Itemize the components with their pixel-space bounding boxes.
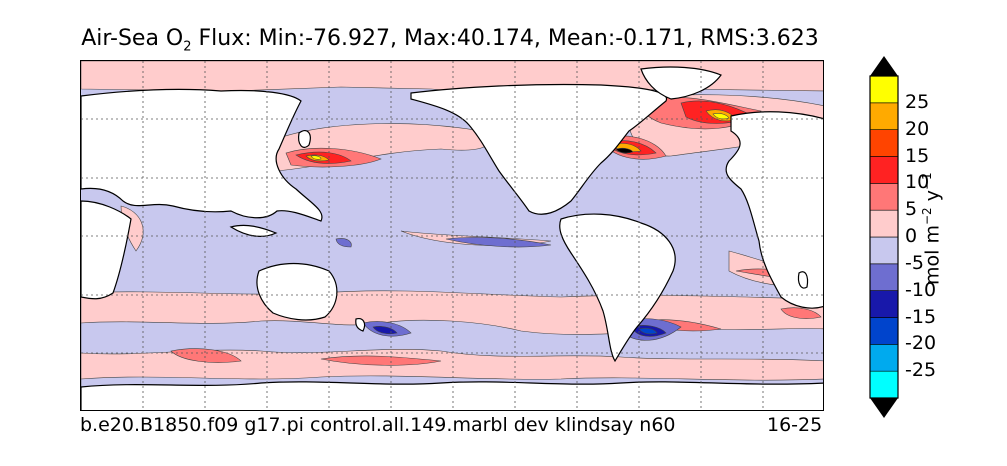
colorbar-tick-label: -20 bbox=[905, 332, 937, 355]
year-range-caption: 16-25 bbox=[767, 414, 823, 436]
colorbar-units-label: mol m−2 y−1 bbox=[920, 172, 943, 285]
colorbar-band bbox=[869, 129, 899, 157]
map-panel bbox=[80, 60, 824, 411]
colorbar bbox=[869, 56, 899, 418]
colorbar-band bbox=[869, 209, 899, 238]
plot-title: Air-Sea O2 Flux: Min:-76.927, Max:40.174… bbox=[0, 26, 900, 54]
colorbar-band bbox=[869, 102, 899, 130]
land-antarctica bbox=[81, 381, 823, 410]
colorbar-tick-label: 10 bbox=[905, 171, 930, 194]
land-masses bbox=[81, 66, 823, 410]
colorbar-tick-label: 5 bbox=[905, 198, 918, 221]
colorbar-band bbox=[869, 236, 899, 265]
land-australia bbox=[256, 262, 338, 321]
colorbar-outline bbox=[869, 75, 899, 399]
colorbar-bands bbox=[869, 75, 899, 399]
colorbar-band bbox=[869, 183, 899, 211]
units-exponent-y: −1 bbox=[920, 172, 934, 191]
title-subscript: 2 bbox=[183, 39, 192, 55]
colorbar-tick-label: 0 bbox=[905, 225, 918, 247]
graticule bbox=[81, 61, 823, 410]
land-africa-west bbox=[81, 200, 132, 300]
units-main: mol m bbox=[921, 225, 944, 285]
colorbar-tick-label: 25 bbox=[905, 90, 930, 113]
units-mid: y bbox=[921, 190, 944, 208]
colorbar-tick-label: 20 bbox=[905, 117, 930, 140]
colorbar-extend-low-arrow bbox=[870, 398, 898, 418]
land-japan bbox=[298, 130, 311, 148]
land-north-america bbox=[410, 83, 668, 215]
land-greenland bbox=[640, 66, 722, 100]
land-new-zealand bbox=[355, 318, 366, 332]
run-identifier-caption: b.e20.B1850.f09 g17.pi control.all.149.m… bbox=[80, 414, 676, 436]
flux-map bbox=[81, 61, 823, 410]
colorbar-band bbox=[869, 290, 899, 318]
land-eurasia bbox=[81, 88, 323, 222]
colorbar-tick-label: -25 bbox=[905, 359, 937, 382]
colorbar-band bbox=[869, 370, 899, 399]
title-rest: Flux: Min:-76.927, Max:40.174, Mean:-0.1… bbox=[191, 26, 819, 51]
colorbar-band bbox=[869, 263, 899, 291]
colorbar-tick-label: -10 bbox=[905, 278, 937, 301]
title-prefix: Air-Sea O bbox=[81, 26, 184, 51]
units-exponent-m: −2 bbox=[920, 207, 934, 226]
colorbar-band bbox=[869, 344, 899, 372]
colorbar-band bbox=[869, 317, 899, 345]
colorbar-band bbox=[869, 156, 899, 184]
land-indonesia bbox=[229, 224, 278, 237]
colorbar-tick-label: 15 bbox=[905, 144, 930, 167]
colorbar-tick-label: -15 bbox=[905, 305, 937, 328]
colorbar-band bbox=[869, 75, 899, 104]
land-madagascar bbox=[797, 271, 809, 289]
colorbar-tick-label: -5 bbox=[905, 251, 924, 274]
land-europe-africa-east bbox=[725, 111, 823, 309]
colorbar-extend-high-arrow bbox=[870, 56, 898, 76]
